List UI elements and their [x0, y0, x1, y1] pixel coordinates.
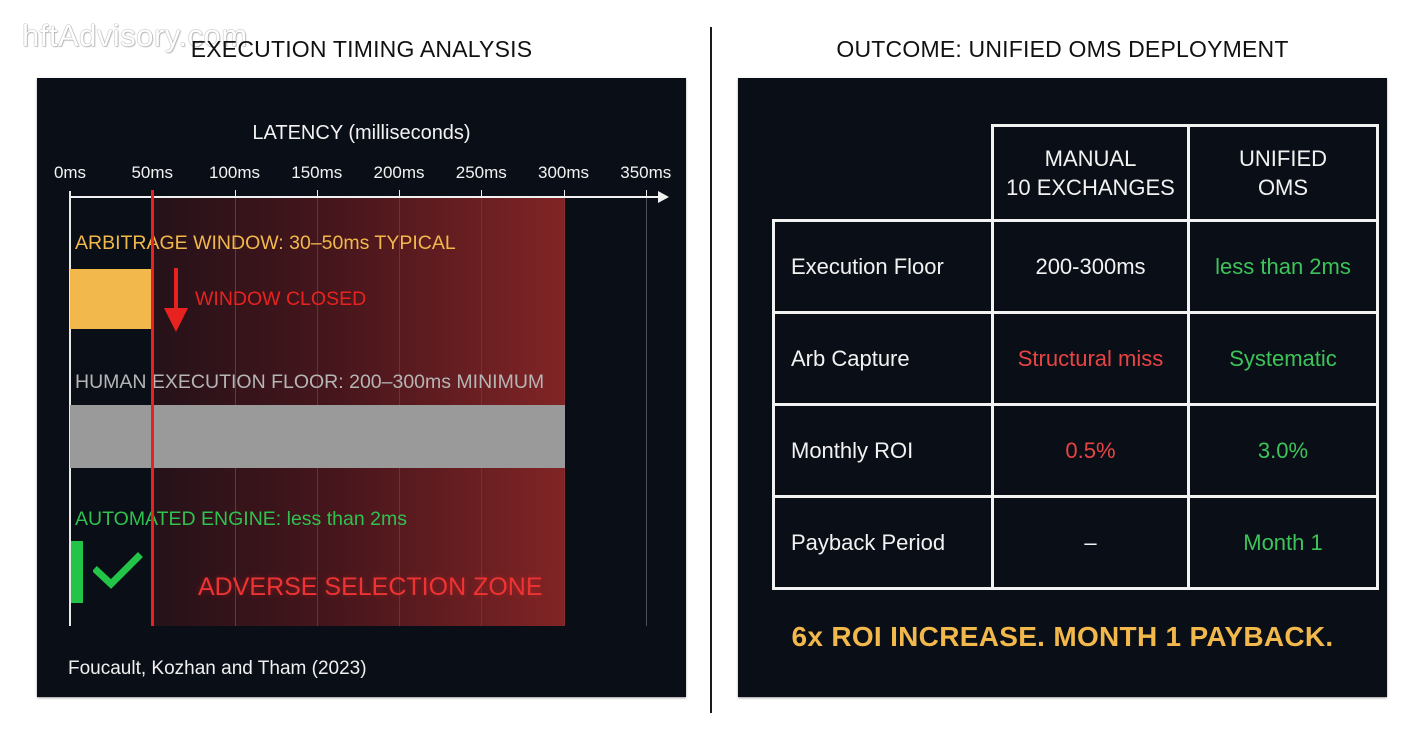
source-citation: Foucault, Kozhan and Tham (2023)	[68, 658, 367, 679]
table-header-row: MANUAL 10 EXCHANGES UNIFIED OMS	[773, 124, 1379, 222]
unified-value: Systematic	[1187, 311, 1379, 406]
checkmark-icon	[93, 552, 143, 589]
x-tick-mark	[316, 190, 318, 198]
window-closed-label: WINDOW CLOSED	[195, 288, 367, 310]
x-tick-label: 300ms	[537, 163, 590, 182]
latency-chart-panel: LATENCY (milliseconds) 0ms 50ms 100ms 150ms…	[37, 78, 686, 697]
x-tick-label: 50ms	[131, 163, 174, 182]
manual-value: Structural miss	[991, 311, 1190, 406]
threshold-50ms-line	[151, 190, 154, 626]
arbitrage-window-bar	[70, 269, 152, 329]
right-section-title: OUTCOME: UNIFIED OMS DEPLOYMENT	[836, 36, 1289, 62]
outcome-panel: MANUAL 10 EXCHANGES UNIFIED OMS Executio…	[738, 78, 1387, 697]
automated-engine-bar	[71, 541, 83, 603]
row-label: Payback Period	[772, 495, 994, 590]
x-tick-label: 350ms	[620, 163, 672, 182]
x-tick-mark	[481, 190, 483, 198]
conclusion-banner: 6x ROI INCREASE. MONTH 1 PAYBACK.	[791, 621, 1334, 652]
table-row: Monthly ROI 0.5% 3.0%	[772, 403, 1379, 498]
down-arrow-head-icon	[164, 308, 188, 332]
x-tick-mark	[234, 190, 236, 198]
x-tick-mark	[645, 190, 647, 198]
x-tick-label: 0ms	[53, 163, 87, 182]
unified-value: Month 1	[1187, 495, 1379, 590]
human-execution-floor-bar	[70, 405, 565, 468]
row-label: Arb Capture	[772, 311, 994, 406]
x-tick-label: 200ms	[373, 163, 425, 182]
header-manual-line1: MANUAL	[1044, 146, 1137, 171]
unified-value: 3.0%	[1187, 403, 1379, 498]
comparison-table: MANUAL 10 EXCHANGES UNIFIED OMS Executio…	[772, 124, 1379, 590]
table-row: Payback Period – Month 1	[772, 495, 1379, 590]
x-axis-line	[70, 196, 660, 198]
table-row: Execution Floor 200-300ms less than 2ms	[772, 219, 1379, 314]
down-arrow-icon	[174, 268, 178, 310]
header-unified-line2: OMS	[1257, 175, 1309, 200]
x-tick-label: 100ms	[208, 163, 261, 182]
adverse-selection-zone-label: ADVERSE SELECTION ZONE	[198, 573, 543, 601]
x-tick-mark	[563, 190, 565, 198]
vertical-divider	[710, 27, 712, 713]
header-manual: MANUAL 10 EXCHANGES	[991, 124, 1190, 222]
header-empty-cell	[773, 125, 994, 222]
arbitrage-window-label: ARBITRAGE WINDOW: 30–50ms TYPICAL	[75, 232, 456, 254]
x-axis-arrow-icon	[658, 191, 669, 203]
x-axis-title: LATENCY (milliseconds)	[252, 122, 471, 144]
manual-value: –	[991, 495, 1190, 590]
row-label: Execution Floor	[772, 219, 994, 314]
gridline	[645, 198, 647, 626]
header-unified: UNIFIED OMS	[1187, 124, 1379, 222]
x-tick-mark	[399, 190, 400, 198]
manual-value: 200-300ms	[991, 219, 1190, 314]
table-row: Arb Capture Structural miss Systematic	[772, 311, 1379, 406]
manual-value: 0.5%	[991, 403, 1190, 498]
human-execution-floor-label: HUMAN EXECUTION FLOOR: 200–300ms MINIMUM	[75, 371, 545, 393]
watermark: hftAdvisory.com	[22, 18, 248, 53]
header-unified-line1: UNIFIED	[1239, 146, 1327, 171]
row-label: Monthly ROI	[772, 403, 994, 498]
automated-engine-label: AUTOMATED ENGINE: less than 2ms	[75, 508, 407, 530]
x-tick-label: 250ms	[455, 163, 507, 182]
unified-value: less than 2ms	[1187, 219, 1379, 314]
left-section-title: EXECUTION TIMING ANALYSIS	[190, 36, 533, 62]
x-tick-label: 150ms	[291, 163, 343, 182]
header-manual-line2: 10 EXCHANGES	[1006, 175, 1175, 200]
